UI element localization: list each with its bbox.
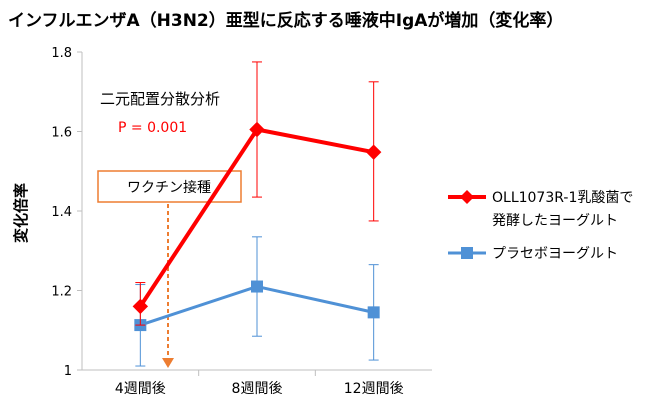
- p-value-label: P = 0.001: [118, 120, 187, 136]
- data-point-square: [251, 280, 263, 293]
- legend-marker-square: [461, 247, 473, 259]
- y-tick-label: 1.4: [51, 205, 72, 220]
- x-tick-label: 8週間後: [232, 381, 283, 397]
- stat-test-label: 二元配置分散分析: [100, 90, 220, 108]
- plot-area: [132, 61, 382, 367]
- data-point-diamond: [249, 121, 265, 138]
- legend-label: 発酵したヨーグルト: [492, 213, 618, 229]
- legend-label: プラセボヨーグルト: [492, 246, 618, 262]
- data-point-square: [367, 306, 380, 319]
- legend-item-1: プラセボヨーグルト: [448, 246, 618, 262]
- x-tick-label: 4週間後: [115, 381, 166, 397]
- y-tick-label: 1.8: [51, 46, 72, 61]
- data-point-diamond: [365, 144, 382, 160]
- series-1: [134, 236, 380, 367]
- vaccination-label: ワクチン接種: [127, 179, 211, 196]
- y-axis-label: 変化倍率: [12, 183, 30, 243]
- vaccination-arrow-head: [162, 358, 174, 368]
- vaccination-annotation: ワクチン接種: [97, 170, 242, 368]
- axes: 1 1.2 1.4 1.6 1.8 4週間後 8週間後 12週間後: [51, 46, 432, 397]
- series-0: [132, 61, 382, 326]
- y-tick-label: 1.6: [51, 126, 72, 141]
- data-point-diamond: [132, 298, 149, 315]
- chart-title: インフルエンザA（H3N2）亜型に反応する唾液中IgAが増加（変化率）: [8, 10, 563, 31]
- legend-marker-diamond: [460, 190, 474, 204]
- legend-label: OLL1073R-1乳酸菌で: [492, 190, 633, 206]
- y-tick-label: 1.2: [51, 285, 72, 300]
- y-tick-label: 1: [64, 364, 72, 379]
- x-tick-label: 12週間後: [344, 381, 404, 397]
